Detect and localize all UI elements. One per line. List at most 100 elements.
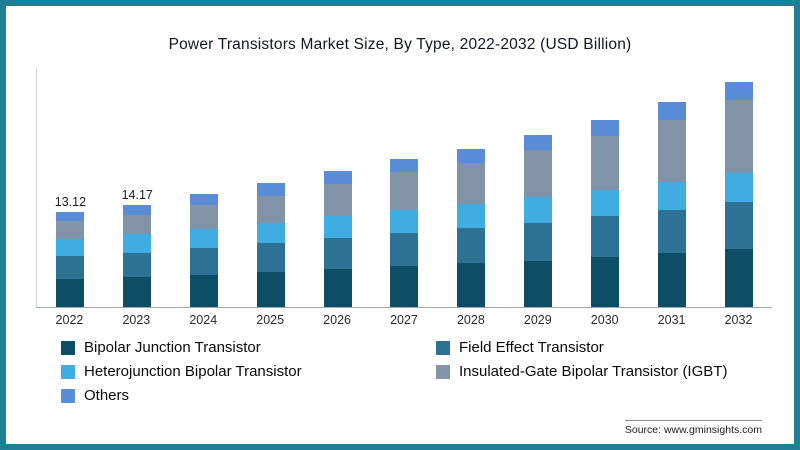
bar-segment: [190, 228, 219, 249]
x-axis-label: 2025: [256, 313, 285, 327]
chart-title: Power Transistors Market Size, By Type, …: [168, 36, 632, 53]
bar-segment: [123, 234, 152, 253]
bar-segment: [457, 263, 486, 307]
bar-segment: [657, 253, 686, 307]
x-axis-label: 2030: [590, 313, 619, 327]
bar-segment: [56, 279, 85, 307]
x-axis-label: 2028: [456, 313, 485, 327]
bar-segment: [323, 184, 352, 217]
bar-segment: [590, 136, 619, 190]
bar-segment: [123, 277, 152, 307]
bar-segment: [457, 163, 486, 204]
bar-segment: [256, 243, 285, 273]
bar-segment: [657, 209, 686, 254]
x-axis-label: 2022: [55, 313, 84, 327]
bar-segment: [190, 193, 219, 206]
bar-segment: [524, 197, 553, 223]
x-axis: 2022 2023 2024 2025 2026 2027 2028 2029 2030 2031…: [36, 313, 772, 327]
bar-column: [304, 171, 371, 307]
bar-column: [438, 148, 505, 307]
x-axis-label: 2027: [390, 313, 418, 327]
bar-segment: [524, 222, 553, 261]
bar-segment: [323, 171, 352, 185]
bar-segment: [256, 183, 285, 196]
bar-segment: [524, 134, 553, 150]
legend-label: Field Effect Transistor: [459, 339, 604, 356]
legend-item: Bipolar Junction Transistor: [61, 339, 436, 356]
bar-column: [171, 193, 238, 307]
plot-area: 13.12 14.17: [36, 68, 772, 308]
bar-segment: [724, 81, 753, 100]
bar-segment: [56, 238, 85, 257]
bar-segment: [256, 222, 285, 244]
bar-column: [237, 183, 304, 307]
bar-segment: [390, 266, 419, 307]
x-axis-label: 2024: [189, 313, 218, 327]
bar-segment: [724, 248, 753, 307]
bar-segment: [190, 275, 219, 307]
bar-segment: [590, 120, 619, 137]
bar-segment: [724, 173, 753, 203]
x-axis-label: 2029: [523, 313, 552, 327]
bar-segment: [590, 216, 619, 257]
bar-chart: 13.12 14.17 2022 2023 2024 2025 2026 2027 2028 2…: [36, 68, 772, 327]
bar-segment: [590, 256, 619, 307]
legend-item: Heterojunction Bipolar Transistor: [61, 363, 436, 380]
bar-segment: [457, 227, 486, 264]
bar-segment: [390, 172, 419, 210]
bar-segment: [123, 214, 152, 235]
bar-column: [505, 134, 572, 307]
bar-segment: [123, 252, 152, 278]
x-axis-label: 2032: [724, 313, 753, 327]
legend-label: Others: [84, 387, 130, 404]
bar-segment: [724, 99, 753, 174]
bar-segment: [657, 102, 686, 120]
bar-segment: [56, 221, 85, 239]
legend-label: Bipolar Junction Transistor: [84, 339, 261, 356]
bar-segment: [256, 195, 285, 223]
x-axis-label: 2023: [122, 313, 151, 327]
bar-column: 14.17: [104, 188, 171, 307]
bar-segment: [724, 202, 753, 249]
bar-segment: [457, 148, 486, 164]
legend-swatch: [61, 364, 75, 379]
bar-segment: [323, 216, 352, 238]
legend-swatch: [61, 340, 75, 355]
legend-label: Heterojunction Bipolar Transistor: [84, 363, 302, 380]
bar-segment: [56, 211, 85, 222]
bar-segment: [123, 204, 152, 215]
bar-segment: [56, 256, 85, 280]
bar-column: [638, 102, 705, 307]
bar-column: [371, 158, 438, 307]
bar-segment: [590, 189, 619, 217]
bar-segment: [657, 182, 686, 210]
bar-segment: [524, 260, 553, 307]
bar-segment: [390, 232, 419, 267]
bar-segment: [457, 203, 486, 228]
legend-swatch: [61, 388, 75, 403]
legend-label: Insulated-Gate Bipolar Transistor (IGBT): [459, 363, 728, 380]
bar-column: [705, 81, 772, 307]
legend-item: Insulated-Gate Bipolar Transistor (IGBT): [436, 363, 774, 380]
bar-segment: [190, 248, 219, 275]
bar-segment: [390, 209, 419, 233]
bar-segment: [524, 149, 553, 198]
legend-swatch: [436, 364, 450, 379]
bar-segment: [323, 269, 352, 307]
legend: Bipolar Junction Transistor Field Effect …: [61, 339, 774, 404]
bar-column: 13.12: [37, 195, 104, 307]
x-axis-label: 2026: [323, 313, 351, 327]
bar-column: [572, 120, 639, 307]
bar-value-label: 14.17: [121, 187, 153, 202]
source-text: Source: www.gminsights.com: [624, 420, 762, 436]
bar-segment: [657, 119, 686, 183]
bar-segment: [390, 158, 419, 173]
x-axis-label: 2031: [657, 313, 686, 327]
legend-item: Field Effect Transistor: [436, 339, 774, 356]
bar-segment: [190, 205, 219, 229]
bar-segment: [323, 237, 352, 270]
bar-value-label: 13.12: [54, 194, 87, 209]
bar-segment: [256, 272, 285, 307]
legend-item: Others: [61, 387, 436, 404]
